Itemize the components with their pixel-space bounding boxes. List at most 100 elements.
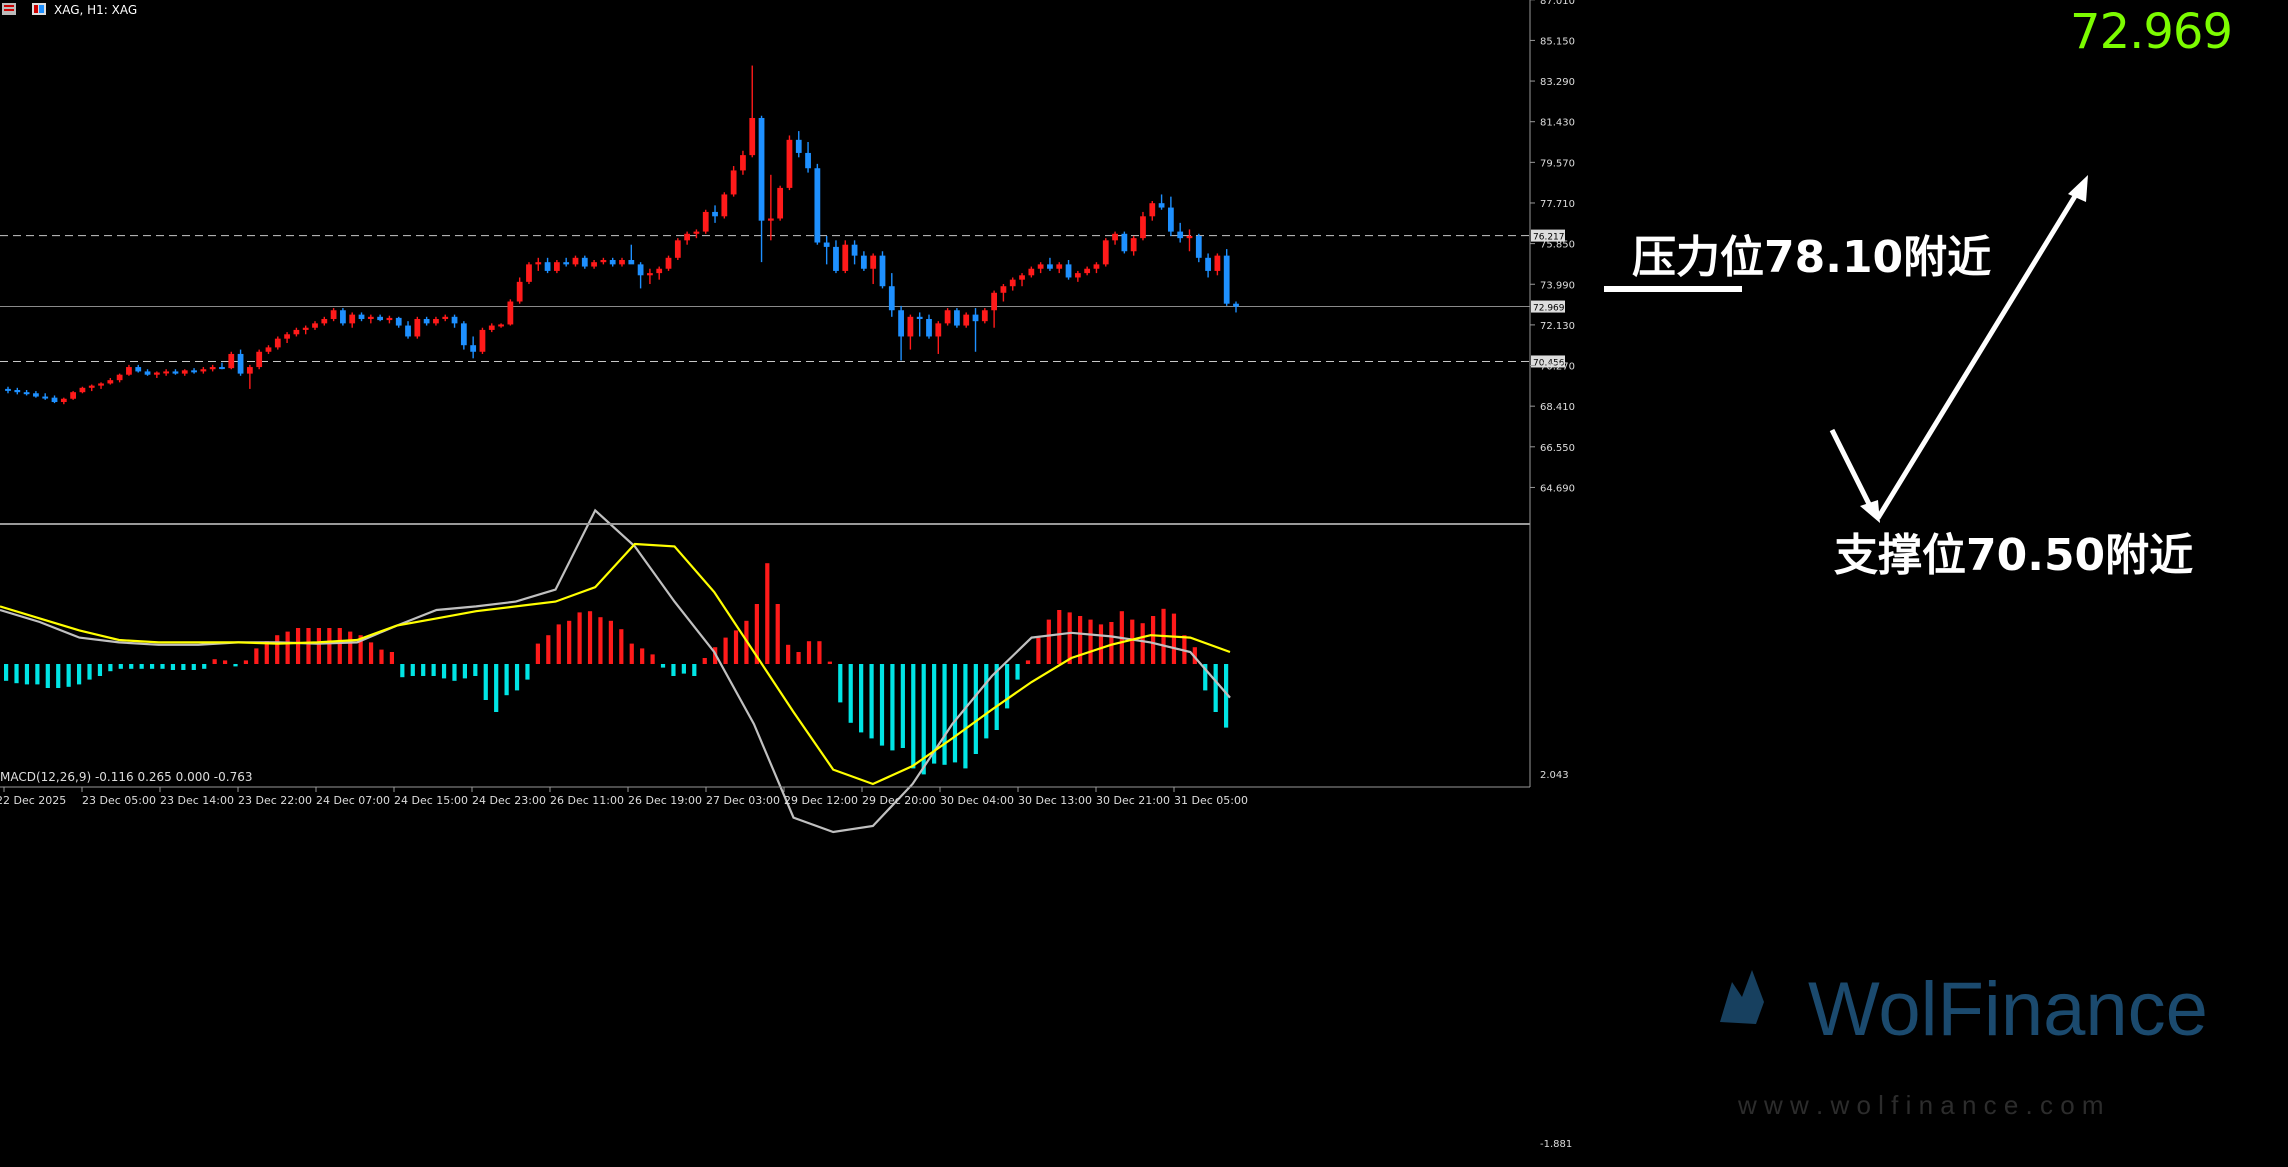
symbol-title: XAG, H1: XAG [54,3,138,17]
x-tick-label: 23 Dec 05:00 [82,794,156,807]
candle-body [144,371,151,375]
candle-body [88,385,95,388]
candle-body [1149,203,1156,217]
macd-histogram-bar [681,664,686,674]
price-level-label: 76.217 [1533,233,1565,243]
macd-histogram-bar [932,664,937,764]
macd-histogram-bar [149,664,155,669]
candle-body [5,388,11,391]
candle-body [553,262,560,271]
macd-histogram-bar [660,664,666,668]
candle-body [340,310,346,324]
macd-histogram-bar [879,664,885,746]
candle-body [191,370,197,373]
macd-histogram-bar [410,664,415,676]
macd-histogram-bar [1109,622,1114,664]
macd-histogram-bar [76,664,82,685]
macd-histogram-bar [1036,637,1041,664]
candle-body [498,324,504,327]
support-label: 支撑位70.50附近 [1834,530,2193,581]
candle-body [609,260,616,265]
macd-histogram-bar [202,664,207,669]
candle-body [916,316,923,319]
candle-body [181,370,188,374]
watermark-brand: WolFinance [1808,967,2208,1052]
candle-body [1102,240,1109,265]
price-levels: 76.217 72.969 70.456 [0,229,1565,368]
macd-histogram-bar [441,664,447,679]
price-level-tag [1531,229,1565,242]
candle-body [479,329,486,352]
candle-body [563,262,570,265]
y-tick-label: 64.690 [1540,483,1575,494]
y-tick-label: 77.710 [1540,199,1575,210]
macd-histogram-bar [170,664,176,670]
y-tick-label: 73.990 [1540,280,1575,291]
macd-histogram-bar [1088,619,1093,664]
candle-body [954,310,960,326]
macd-main-line [0,508,1231,834]
macd-histogram-bar [671,664,676,676]
macd-histogram-bar [45,664,50,688]
macd-histogram-bar [869,664,874,739]
candle-body [991,292,998,311]
candle-body [1009,279,1016,287]
macd-histogram-bar [368,642,374,664]
wolf-logo-icon [1712,962,1772,1032]
candle-body [721,194,728,217]
x-tick-label: 23 Dec 14:00 [160,794,234,807]
candle-body [851,244,858,256]
macd-histogram-bar [640,648,645,664]
macd-histogram-bar [911,664,916,769]
candle-body [805,152,811,169]
macd-histogram-bar [421,664,426,676]
macd-histogram-bar [473,664,478,676]
candle-body [70,392,77,399]
macd-histogram-bar [535,643,540,664]
candle-body [51,397,58,403]
candle-body [963,314,970,326]
macd-histogram-bar [1140,623,1145,664]
candle-body [358,314,365,319]
candle-body [330,310,337,319]
macd-histogram-bar [379,649,384,664]
macd-histogram-bar [4,664,9,681]
candle-body [386,317,393,321]
macd-histogram-bar [243,660,249,664]
candle-body [163,371,170,374]
price-level-tag [1531,300,1565,313]
candle-body [460,323,467,346]
candle-body [926,318,932,337]
macd-histogram-bar [118,664,123,669]
candle-body [767,218,774,221]
candle-body [1186,235,1193,239]
candle-body [135,367,142,372]
macd-y-tick-label: -1.881 [1540,1139,1572,1150]
candle-body [423,318,430,324]
macd-histogram-bar [285,631,290,664]
candle-body [702,211,709,232]
macd-histogram-bar [431,664,436,676]
candle-body [795,139,802,153]
candle-body [870,255,877,269]
candle-body [693,231,700,234]
chart-flag-icon[interactable] [32,3,46,15]
candle-body [237,353,244,374]
macd-histogram-bar [97,664,103,676]
candle-body [1195,235,1202,258]
candle-body [898,310,904,337]
macd-histogram-bar [87,664,92,680]
macd-histogram-bar [525,664,530,680]
x-tick-label: 29 Dec 12:00 [784,794,858,807]
candle-body [879,255,886,287]
macd-histogram-bar [796,652,801,664]
macd-histogram-bar [483,664,488,700]
y-tick-label: 81.430 [1540,118,1575,129]
symbols-icon[interactable] [2,3,16,15]
candle-body [1158,203,1165,208]
candle-body [591,262,597,267]
candle-body [526,264,532,282]
candle-body [116,374,123,381]
macd-histogram-bar [108,664,113,672]
